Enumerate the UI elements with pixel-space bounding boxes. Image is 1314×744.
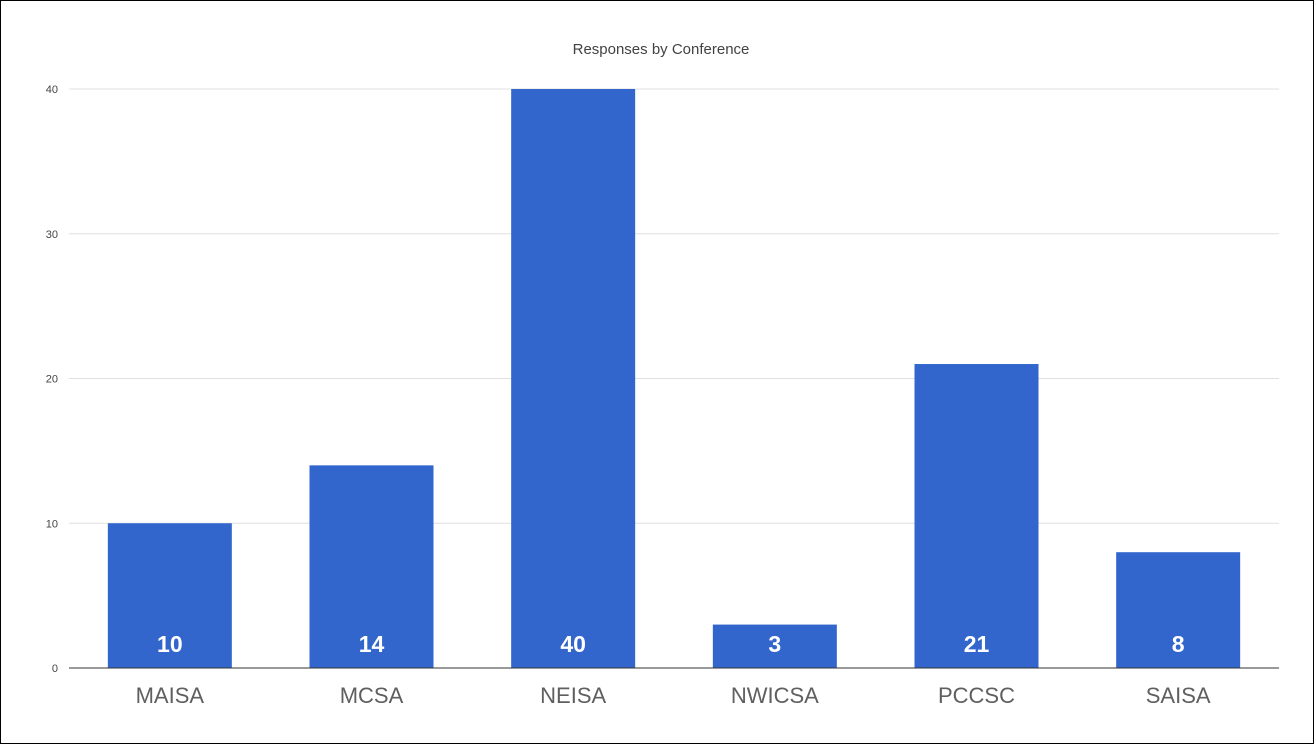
- bar-neisa: [511, 89, 636, 668]
- data-label: 3: [768, 631, 781, 657]
- bar-maisa: [107, 523, 232, 668]
- x-tick-label: PCCSC: [938, 683, 1015, 708]
- bar-mcsa: [309, 465, 434, 668]
- x-axis-ticks: MAISA MCSA NEISA NWICSA PCCSC SAISA: [136, 683, 1211, 708]
- x-tick-label: NWICSA: [731, 683, 819, 708]
- x-tick-label: SAISA: [1146, 683, 1211, 708]
- y-tick-label: 10: [46, 518, 58, 530]
- y-tick-label: 40: [46, 84, 58, 96]
- data-label: 10: [157, 631, 183, 657]
- bar-saisa: [1116, 552, 1241, 668]
- gridlines: [69, 88, 1279, 524]
- bars: [107, 89, 1241, 668]
- y-tick-label: 0: [52, 663, 58, 675]
- data-labels: 10 14 40 3 21 8: [157, 631, 1185, 657]
- y-tick-label: 30: [46, 229, 58, 241]
- data-label: 21: [964, 631, 990, 657]
- y-axis-ticks: 0 10 20 30 40: [46, 84, 58, 675]
- chart-title: Responses by Conference: [573, 41, 750, 58]
- data-label: 14: [359, 631, 385, 657]
- y-tick-label: 20: [46, 374, 58, 386]
- x-tick-label: NEISA: [540, 683, 606, 708]
- bar-nwicsa: [712, 624, 837, 668]
- x-tick-label: MAISA: [136, 683, 205, 708]
- data-label: 8: [1172, 631, 1185, 657]
- x-tick-label: MCSA: [340, 683, 404, 708]
- bar-pccsc: [914, 364, 1039, 668]
- data-label: 40: [560, 631, 586, 657]
